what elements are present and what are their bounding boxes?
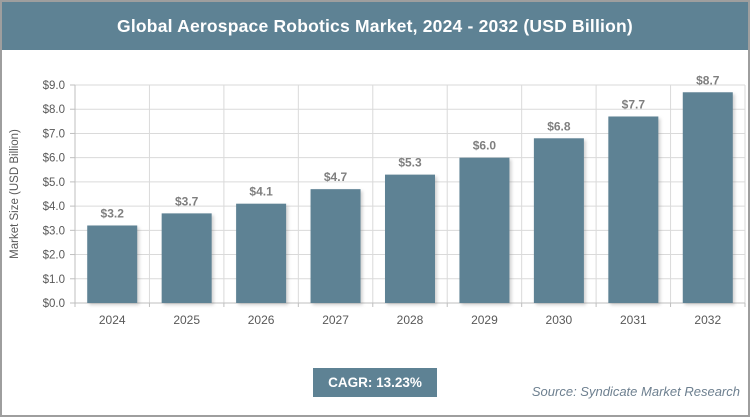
bar-2029 — [459, 157, 510, 303]
chart-title: Global Aerospace Robotics Market, 2024 -… — [117, 15, 633, 36]
bar-2032 — [682, 92, 733, 303]
y-tick-label: $1.0 — [43, 274, 65, 286]
bar-chart-svg: $0.0 $1.0 $2.0 $3.0 $4.0 $5.0 $6.0 $7.0 $8.0 $9.0… — [9, 73, 746, 327]
x-tick-label: 2027 — [322, 313, 349, 327]
y-tick-label: $4.0 — [43, 201, 65, 213]
x-tick-label: 2032 — [694, 313, 721, 327]
bar-2026 — [236, 203, 287, 303]
y-tick-label: $9.0 — [43, 80, 65, 92]
y-tick-label: $8.0 — [43, 104, 65, 116]
cagr-badge: CAGR: 13.23% — [313, 368, 437, 397]
x-tick-label: 2024 — [99, 313, 126, 327]
y-tick-label: $2.0 — [43, 250, 65, 262]
x-tick-label: 2026 — [248, 313, 275, 327]
x-tick-label: 2031 — [620, 313, 647, 327]
x-tick-label: 2028 — [397, 313, 424, 327]
bar-value-label: $7.7 — [622, 97, 646, 111]
bar-value-label: $5.3 — [398, 156, 422, 170]
bar-value-label: $4.1 — [249, 185, 273, 199]
y-tick-label: $3.0 — [43, 225, 65, 237]
bar-2027 — [310, 189, 361, 303]
cagr-label: CAGR: 13.23% — [328, 375, 422, 390]
bar-chart-area: $0.0 $1.0 $2.0 $3.0 $4.0 $5.0 $6.0 $7.0 $8.0 $9.0… — [2, 55, 748, 357]
bar-value-label: $4.7 — [324, 170, 348, 184]
bar-value-label: $6.8 — [547, 119, 571, 133]
x-tick-label: 2029 — [471, 313, 498, 327]
bar-value-label: $3.2 — [101, 206, 125, 220]
bar-value-label: $3.7 — [175, 194, 199, 208]
y-tick-label: $0.0 — [43, 298, 65, 310]
chart-title-bar: Global Aerospace Robotics Market, 2024 -… — [2, 2, 748, 50]
y-tick-label: $6.0 — [43, 153, 65, 165]
bar-2030 — [533, 138, 584, 303]
y-tick-label: $5.0 — [43, 177, 65, 189]
x-tick-label: 2025 — [173, 313, 200, 327]
y-tick-label: $7.0 — [43, 128, 65, 140]
x-tick-label: 2030 — [546, 313, 573, 327]
bar-value-label: $8.7 — [696, 73, 720, 87]
y-axis-title: Market Size (USD Billion) — [9, 129, 21, 259]
bar-value-label: $6.0 — [473, 139, 497, 153]
bar-2031 — [608, 116, 659, 303]
bar-2024 — [87, 225, 138, 303]
source-attribution: Source: Syndicate Market Research — [531, 384, 740, 399]
bar-2028 — [385, 174, 435, 303]
bar-2025 — [161, 213, 212, 303]
